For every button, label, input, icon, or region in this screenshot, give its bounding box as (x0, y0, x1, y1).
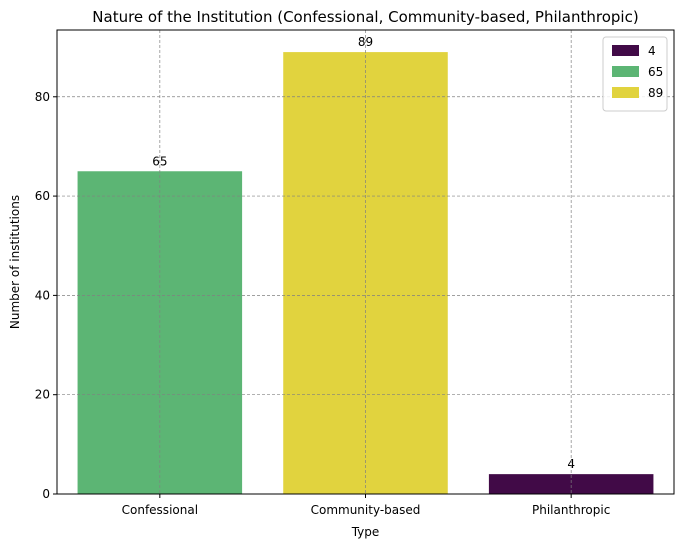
x-axis-label: Type (351, 525, 380, 539)
x-axis: Confessional Community-based Philanthropic (122, 494, 610, 517)
bar-philanthropic (488, 474, 654, 494)
y-axis-label: Number of institutions (8, 195, 22, 329)
legend-swatch (612, 66, 639, 77)
y-tick-label: 20 (35, 388, 50, 402)
legend-label: 65 (648, 65, 663, 79)
legend-swatch (612, 45, 639, 56)
y-tick-label: 0 (42, 487, 50, 501)
chart-title: Nature of the Institution (Confessional,… (92, 8, 638, 26)
legend-label: 89 (648, 86, 663, 100)
y-tick-label: 60 (35, 189, 50, 203)
legend-label: 4 (648, 44, 656, 58)
y-tick-label: 40 (35, 288, 50, 302)
x-tick-label: Confessional (122, 503, 198, 517)
bar-value-label: 4 (567, 457, 575, 471)
legend: 4 65 89 (602, 36, 668, 112)
y-tick-label: 80 (35, 90, 50, 104)
x-tick-label: Philanthropic (532, 503, 610, 517)
legend-swatch (612, 87, 639, 98)
x-tick-label: Community-based (311, 503, 421, 517)
y-axis: 0 20 40 60 80 (35, 90, 57, 501)
